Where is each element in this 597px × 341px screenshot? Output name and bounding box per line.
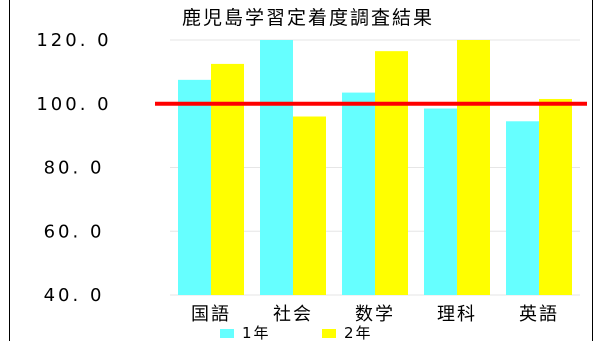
y-axis-ticks: 120. 0 100. 0 80. 0 60. 0 40. 0 — [36, 30, 111, 306]
legend-label: 2年 — [344, 324, 373, 341]
x-tick-label: 数学 — [355, 304, 395, 325]
chart-title: 鹿児島学習定着度調査結果 — [182, 7, 434, 29]
x-tick-label: 英語 — [519, 304, 559, 325]
x-tick-label: 理科 — [437, 304, 477, 325]
chart-canvas: 鹿児島学習定着度調査結果 120. 0 100. 0 80. 0 60. 0 40. 0… — [36, 7, 587, 341]
bar-series1-0 — [178, 79, 211, 295]
legend-swatch — [322, 329, 336, 338]
chart-frame: 鹿児島学習定着度調査結果 120. 0 100. 0 80. 0 60. 0 40. 0… — [9, 0, 593, 341]
y-tick-label: 40. 0 — [44, 285, 105, 306]
bar-series1-1 — [260, 40, 293, 295]
x-axis-ticks: 国語 社会 数学 理科 英語 — [191, 304, 559, 325]
y-tick-label: 60. 0 — [44, 221, 105, 242]
bar-series2-2 — [375, 51, 408, 295]
y-tick-label: 80. 0 — [44, 158, 105, 179]
y-tick-label: 100. 0 — [36, 94, 111, 115]
legend: 1年 2年 — [220, 324, 373, 341]
bar-series2-4 — [539, 98, 572, 295]
bar-series2-1 — [293, 116, 326, 295]
y-tick-label: 120. 0 — [36, 30, 111, 51]
bar-series1-4 — [506, 121, 539, 295]
bar-series2-0 — [211, 63, 244, 295]
bar-series1-2 — [342, 92, 375, 295]
x-tick-label: 国語 — [191, 304, 231, 325]
legend-swatch — [220, 329, 234, 338]
legend-label: 1年 — [242, 324, 271, 341]
x-tick-label: 社会 — [273, 304, 313, 325]
bar-series2-3 — [457, 40, 490, 295]
bar-group — [178, 40, 572, 295]
bar-series1-3 — [424, 108, 457, 295]
